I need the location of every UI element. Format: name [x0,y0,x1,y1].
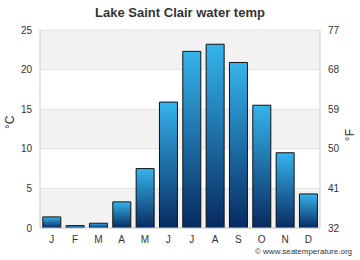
svg-text:S: S [235,234,242,245]
svg-text:68: 68 [328,64,340,75]
svg-text:59: 59 [328,104,340,115]
svg-text:50: 50 [328,143,340,154]
svg-text:A: A [118,234,125,245]
svg-text:M: M [94,234,102,245]
svg-text:°C: °C [8,115,17,129]
svg-text:J: J [49,234,54,245]
svg-text:10: 10 [21,143,33,154]
svg-text:J: J [189,234,194,245]
svg-text:0: 0 [26,223,32,234]
svg-text:20: 20 [21,64,33,75]
svg-text:°F: °F [343,129,352,141]
svg-text:A: A [212,234,219,245]
svg-text:J: J [166,234,171,245]
svg-text:32: 32 [328,223,340,234]
svg-text:77: 77 [328,25,340,36]
svg-text:5: 5 [26,183,32,194]
svg-text:N: N [281,234,288,245]
svg-text:25: 25 [21,25,33,36]
svg-text:41: 41 [328,183,340,194]
html-text:© www.seatemperature.org: © www.seatemperature.org [255,247,352,256]
svg-text:15: 15 [21,104,33,115]
svg-text:F: F [72,234,78,245]
svg-text:O: O [258,234,266,245]
svg-text:M: M [141,234,149,245]
html-text:Lake Saint Clair water temp: Lake Saint Clair water temp [95,5,265,20]
svg-text:D: D [305,234,312,245]
